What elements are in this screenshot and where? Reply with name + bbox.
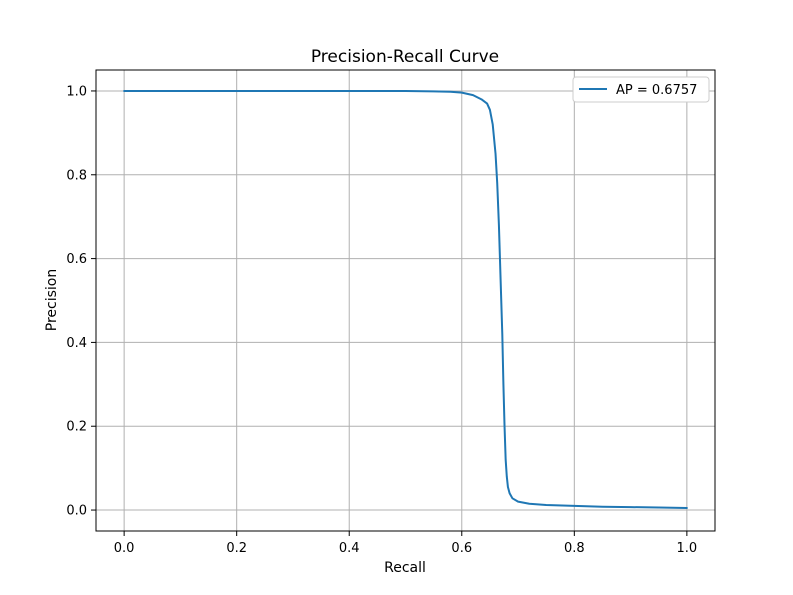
plot-area <box>96 70 715 531</box>
y-tick-label: 0.8 <box>66 168 87 183</box>
x-axis-ticks: 0.0 0.2 0.4 0.6 0.8 1.0 <box>114 531 697 556</box>
legend: AP = 0.6757 <box>572 76 710 103</box>
x-tick-label: 0.4 <box>339 541 360 556</box>
legend-box <box>572 76 710 103</box>
y-tick-label: 1.0 <box>66 84 87 99</box>
x-tick-label: 1.0 <box>677 541 698 556</box>
x-tick-label: 0.0 <box>114 541 135 556</box>
legend-label: AP = 0.6757 <box>616 83 697 98</box>
y-tick-label: 0.2 <box>66 420 87 435</box>
x-axis-title: Recall <box>384 560 426 576</box>
y-axis-ticks: 0.0 0.2 0.4 0.6 0.8 1.0 <box>66 84 96 519</box>
plot-frame <box>95 69 716 532</box>
y-tick-label: 0.0 <box>66 504 87 519</box>
series-line <box>123 89 688 509</box>
y-tick-label: 0.4 <box>66 336 87 351</box>
x-tick-label: 0.8 <box>564 541 585 556</box>
x-tick-label: 0.6 <box>451 541 472 556</box>
y-axis-title: Precision <box>44 269 60 331</box>
series-layer <box>123 89 688 509</box>
chart-title: Precision-Recall Curve <box>311 47 499 67</box>
y-tick-label: 0.6 <box>66 252 87 267</box>
x-tick-label: 0.2 <box>226 541 247 556</box>
grid-lines <box>96 70 715 531</box>
